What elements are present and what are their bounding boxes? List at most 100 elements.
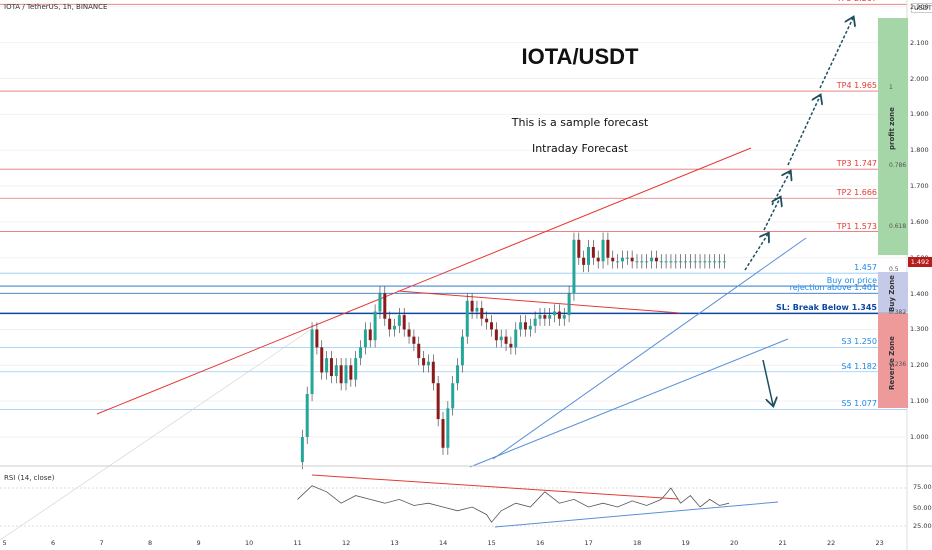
candle-body-60 — [587, 246, 590, 265]
candle-body-32 — [451, 383, 455, 409]
y-tick-12: 1.100 — [910, 397, 929, 406]
rsi-tick-50: 50.00 — [913, 504, 932, 512]
candle-body-38 — [480, 307, 484, 319]
candle-body-20 — [393, 325, 396, 330]
candle-body-33 — [456, 365, 460, 384]
forecast-arrow-3 — [771, 172, 790, 206]
candle-body-42 — [499, 336, 503, 341]
candle-body-41 — [494, 329, 498, 341]
candle-body-27 — [426, 361, 430, 366]
y-tick-5: 1.800 — [910, 146, 929, 155]
candle-body-69 — [630, 257, 634, 262]
candle-body-9 — [339, 365, 343, 384]
level-label-2: TP3 1.747 — [836, 159, 877, 169]
candle-body-14 — [363, 329, 367, 348]
candle-body-26 — [422, 358, 426, 366]
candle-body-46 — [519, 322, 523, 330]
rsi-tick-75: 75.00 — [913, 483, 932, 491]
buy-zone — [878, 272, 908, 312]
resistance-trend-line — [397, 290, 681, 314]
x-tick-15: 20 — [730, 539, 739, 547]
candle-body-48 — [528, 325, 532, 330]
level-label-4: TP1 1.573 — [836, 221, 877, 231]
rsi-tick-25: 25.00 — [913, 522, 932, 530]
trend-lines — [0, 147, 807, 541]
x-tick-17: 22 — [827, 539, 836, 547]
support-trend-line-2 — [469, 338, 789, 468]
candle-body-84 — [703, 261, 707, 263]
candle-body-80 — [684, 261, 687, 263]
fib-0236: 0.236 — [889, 361, 907, 368]
candle-body-57 — [572, 239, 576, 294]
candle-body-62 — [596, 257, 600, 262]
x-tick-11: 16 — [536, 539, 545, 547]
fib-0786: 0.786 — [889, 162, 907, 169]
candle-body-85 — [708, 261, 712, 263]
candle-body-40 — [490, 322, 493, 330]
grid — [0, 6, 907, 438]
forecast-arrow-5 — [819, 18, 853, 89]
candle-body-78 — [674, 261, 678, 263]
candle-body-16 — [373, 311, 377, 341]
subtitle-intraday: Intraday Forecast — [531, 142, 629, 155]
candle-body-72 — [645, 261, 649, 263]
level-label-9: S3 1.250 — [841, 337, 877, 347]
x-tick-8: 13 — [390, 539, 399, 547]
candle-body-21 — [397, 315, 401, 326]
candle-body-7 — [329, 358, 333, 377]
x-tick-6: 11 — [293, 539, 302, 547]
candle-body-13 — [359, 347, 363, 359]
y-tick-4: 1.900 — [910, 110, 929, 119]
candle-body-51 — [543, 315, 547, 319]
candle-body-71 — [640, 261, 644, 263]
candle-body-31 — [446, 408, 450, 448]
x-tick-5: 10 — [245, 539, 254, 547]
level-label-1: TP4 1.965 — [836, 81, 877, 91]
candle-body-73 — [650, 257, 654, 262]
fib-1: 1 — [889, 84, 893, 91]
candle-body-12 — [354, 358, 358, 380]
candle-body-24 — [412, 336, 416, 344]
level-label-10: S4 1.182 — [841, 361, 877, 371]
candle-body-52 — [548, 315, 552, 319]
candle-body-37 — [475, 307, 479, 312]
x-tick-18: 23 — [875, 539, 884, 547]
candle-body-6 — [325, 358, 329, 373]
chart-header: IOTA / TetherUS, 1h, BINANCE — [4, 3, 108, 11]
candle-body-44 — [509, 343, 513, 348]
level-label-5: 1.457 — [854, 263, 877, 273]
buy-zone-label: Buy Zone — [888, 275, 896, 312]
level-label-0: TP5 2.207 — [837, 0, 877, 3]
currency-label[interactable]: USDT — [911, 3, 932, 13]
candle-body-88 — [722, 261, 726, 263]
candle-body-66 — [616, 261, 620, 263]
candle-body-87 — [717, 261, 721, 263]
level-label-8: SL: Break Below 1.345 — [775, 303, 877, 313]
candle-body-58 — [577, 239, 581, 258]
y-tick-10: 1.300 — [910, 325, 929, 334]
forecast-arrow-2 — [763, 198, 780, 231]
x-tick-12: 17 — [584, 539, 593, 547]
candle-body-67 — [620, 257, 624, 262]
x-tick-1: 6 — [51, 539, 56, 547]
y-tick-9: 1.400 — [910, 289, 929, 298]
candle-body-25 — [417, 343, 421, 359]
candle-body-23 — [407, 329, 411, 337]
level-label-7: rejection above 1.401 — [789, 283, 877, 293]
candle-body-3 — [310, 329, 314, 394]
rsi-line — [297, 485, 730, 523]
fib-0618: 0.618 — [889, 223, 907, 230]
candle-body-30 — [441, 419, 445, 448]
x-tick-9: 14 — [439, 539, 448, 547]
candle-body-76 — [664, 261, 668, 263]
forecast-arrows — [744, 18, 853, 405]
candle-body-10 — [344, 365, 348, 384]
candle-body-56 — [567, 293, 571, 316]
x-tick-16: 21 — [778, 539, 787, 547]
support-trend-line-1 — [492, 237, 807, 460]
candle-body-19 — [388, 318, 392, 330]
rsi-label: RSI (14, close) — [4, 474, 55, 482]
profit-zone — [878, 18, 908, 255]
candle-body-47 — [523, 322, 527, 330]
